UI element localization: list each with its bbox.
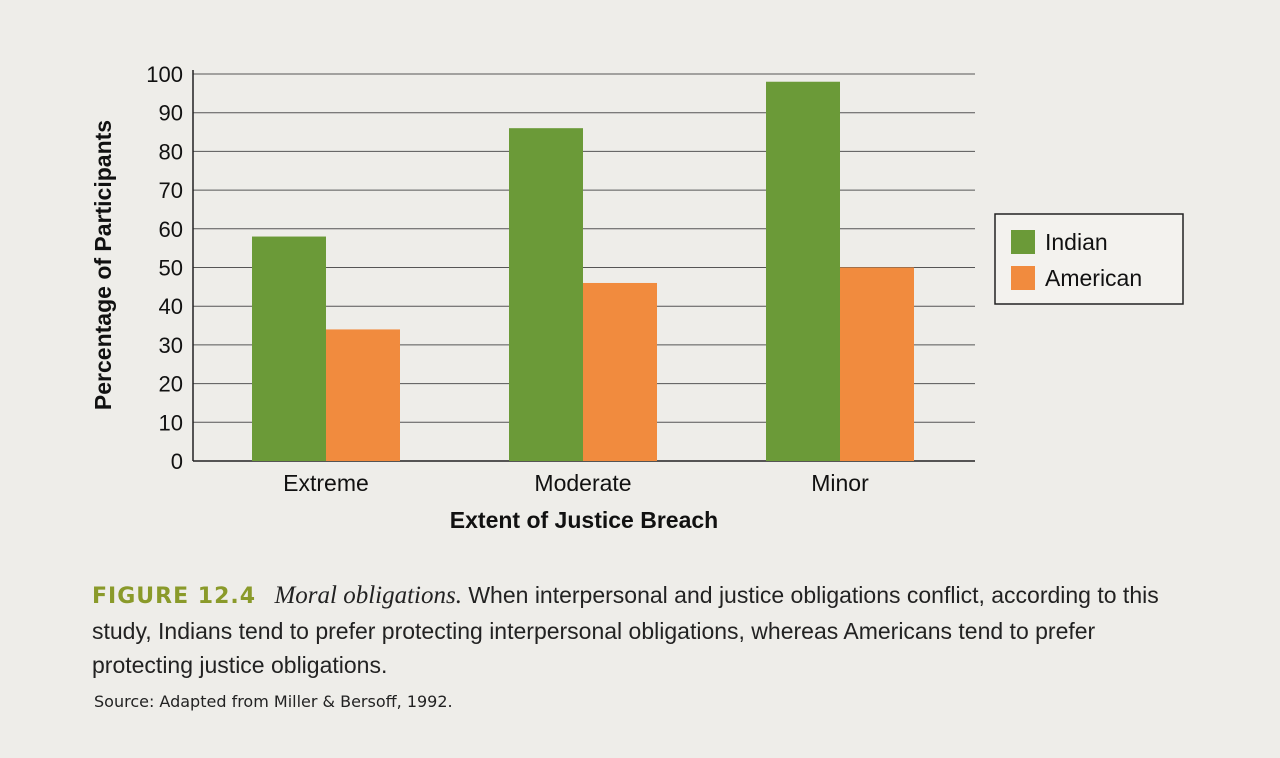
- y-tick-label: 90: [159, 101, 183, 126]
- y-tick-label: 40: [159, 294, 183, 319]
- y-tick-label: 100: [146, 62, 183, 87]
- bar-american-extreme: [326, 329, 400, 461]
- y-tick-label: 20: [159, 372, 183, 397]
- y-axis-label: Percentage of Participants: [90, 120, 116, 410]
- x-tick-label: Extreme: [283, 470, 369, 496]
- y-tick-label: 80: [159, 139, 183, 164]
- bar-american-moderate: [583, 282, 657, 461]
- y-tick-label: 0: [171, 449, 183, 474]
- bar-indian-extreme: [252, 236, 326, 461]
- x-tick-label: Minor: [811, 470, 869, 496]
- bar-chart: 0 10 20 30 40 50 60 70 80 90 100 Extreme Moderate Min…: [90, 62, 1184, 533]
- caption-text: When interpersonal and justice obligatio…: [92, 582, 1159, 678]
- figure-label: FIGURE 12.4: [92, 584, 257, 609]
- x-tick-label: Moderate: [534, 470, 631, 496]
- x-axis-label: Extent of Justice Breach: [450, 507, 718, 533]
- y-tick-label: 60: [159, 217, 183, 242]
- legend-label-indian: Indian: [1045, 229, 1108, 255]
- y-tick-label: 50: [159, 256, 183, 281]
- y-tick-label: 10: [159, 410, 183, 435]
- bar-american-minor: [840, 267, 914, 461]
- bar-indian-moderate: [509, 128, 583, 461]
- legend-label-american: American: [1045, 265, 1142, 291]
- bar-indian-minor: [766, 81, 840, 462]
- figure-caption: FIGURE 12.4 Moral obligations. When inte…: [92, 578, 1202, 682]
- y-tick-label: 30: [159, 333, 183, 358]
- legend-swatch-american: [1011, 266, 1035, 290]
- figure-title: Moral obligations.: [274, 582, 462, 609]
- legend-swatch-indian: [1011, 230, 1035, 254]
- y-tick-label: 70: [159, 178, 183, 203]
- figure-source: Source: Adapted from Miller & Bersoff, 1…: [94, 692, 453, 711]
